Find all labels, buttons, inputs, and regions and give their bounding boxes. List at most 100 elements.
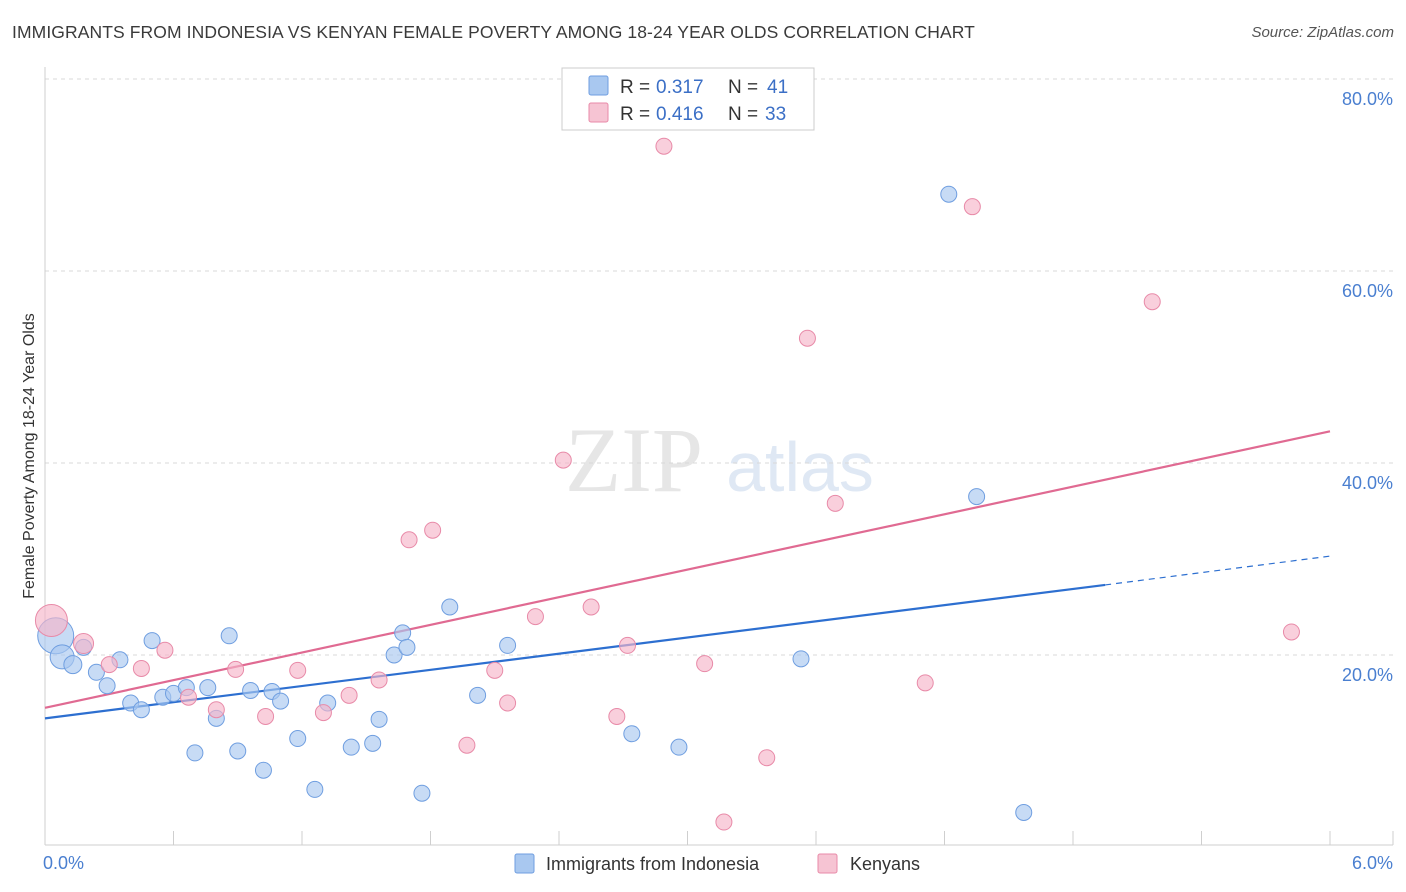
y-tick-label-60: 60.0% [1342, 281, 1393, 301]
legend-n-label-1: N = [728, 77, 758, 98]
kenyans-point-21 [608, 707, 626, 725]
indonesia-point-21 [272, 692, 290, 710]
trend-lines [44, 430, 1331, 720]
watermark: ZIP atlas [565, 409, 874, 511]
legend-swatch-pink [588, 102, 609, 123]
indonesia-point-29 [394, 624, 412, 642]
legend-r-label-2: R = [620, 104, 650, 125]
kenyans-point-26 [758, 749, 776, 767]
indonesia-point-26 [364, 734, 382, 752]
indonesia-point-2 [63, 655, 83, 675]
kenyans-point-17 [499, 694, 517, 712]
kenyans-point-1 [73, 632, 95, 654]
legend-r-label-1: R = [620, 77, 650, 98]
axes [44, 67, 1394, 846]
indonesia-point-31 [413, 784, 431, 802]
indonesia-point-18 [242, 682, 260, 700]
y-tick-labels: 20.0% 40.0% 60.0% 80.0% [1342, 89, 1393, 685]
indonesia-point-4 [87, 663, 105, 681]
bottom-legend-label-indonesia: Immigrants from Indonesia [546, 854, 760, 874]
gridlines [45, 78, 1393, 656]
kenyans-trend-line [44, 430, 1331, 709]
kenyans-point-13 [400, 531, 418, 549]
indonesia-point-28 [385, 646, 403, 664]
chart-title: IMMIGRANTS FROM INDONESIA VS KENYAN FEMA… [12, 22, 975, 42]
kenyans-point-7 [227, 660, 245, 678]
kenyans-point-10 [314, 704, 332, 722]
indonesia-trend-extension [1105, 555, 1331, 586]
indonesia-point-27 [370, 710, 388, 728]
legend-swatch-blue [588, 75, 609, 96]
indonesia-point-22 [289, 730, 307, 748]
watermark-atlas: atlas [726, 428, 874, 506]
kenyans-point-25 [715, 813, 733, 831]
kenyans-point-5 [179, 688, 197, 706]
kenyans-point-2 [100, 656, 118, 674]
x-tick-min: 0.0% [43, 853, 84, 873]
indonesia-point-35 [623, 725, 641, 743]
y-tick-label-20: 20.0% [1342, 665, 1393, 685]
watermark-zip: ZIP [565, 409, 703, 511]
source-credit: Source: ZipAtlas.com [1251, 24, 1394, 41]
kenyans-point-19 [554, 451, 572, 469]
indonesia-point-9 [143, 632, 161, 650]
y-axis-label: Female Poverty Among 18-24 Year Olds [21, 313, 38, 599]
kenyans-point-4 [156, 641, 174, 659]
indonesia-point-5 [98, 677, 116, 695]
legend-r-value-1: 0.317 [656, 77, 704, 98]
kenyans-point-8 [257, 707, 275, 725]
legend-r-value-2: 0.416 [656, 104, 704, 125]
kenyans-point-9 [289, 661, 307, 679]
indonesia-point-19 [254, 761, 272, 779]
bottom-legend-label-kenyans: Kenyans [850, 854, 920, 874]
indonesia-point-39 [968, 488, 986, 506]
kenyans-point-14 [424, 521, 442, 539]
kenyans-point-29 [916, 674, 934, 692]
indonesia-point-23 [306, 780, 324, 798]
kenyans-point-28 [826, 494, 844, 512]
indonesia-point-33 [469, 686, 487, 704]
kenyans-point-32 [1282, 623, 1300, 641]
indonesia-point-16 [220, 627, 238, 645]
indonesia-point-13 [186, 744, 204, 762]
kenyans-point-18 [526, 608, 544, 626]
bottom-legend-swatch-blue [514, 853, 535, 874]
indonesia-trend-line [44, 583, 1106, 720]
bottom-legend-swatch-pink [817, 853, 838, 874]
kenyans-point-27 [798, 329, 816, 347]
kenyans-point-12 [370, 671, 388, 689]
indonesia-point-37 [792, 650, 810, 668]
kenyans-point-20 [582, 598, 600, 616]
indonesia-point-8 [132, 701, 150, 719]
kenyans-point-22 [619, 636, 637, 654]
kenyans-point-30 [963, 198, 981, 216]
legend-n-value-1: 41 [767, 77, 788, 98]
kenyans-point-16 [486, 661, 504, 679]
kenyans-point-6 [207, 701, 225, 719]
indonesia-point-40 [1015, 803, 1033, 821]
y-tick-label-40: 40.0% [1342, 473, 1393, 493]
series-legend: Immigrants from Indonesia Kenyans [514, 853, 920, 874]
data-points [34, 137, 1300, 831]
legend-n-label-2: N = [728, 104, 758, 125]
kenyans-point-0 [34, 603, 68, 637]
indonesia-point-32 [441, 598, 459, 616]
y-tick-label-80: 80.0% [1342, 89, 1393, 109]
indonesia-point-34 [499, 636, 517, 654]
kenyans-point-15 [458, 736, 476, 754]
indonesia-point-38 [940, 185, 958, 203]
indonesia-point-25 [342, 738, 360, 756]
indonesia-point-30 [398, 638, 416, 656]
x-tick-max: 6.0% [1352, 853, 1393, 873]
indonesia-point-14 [199, 679, 217, 697]
indonesia-point-17 [229, 742, 247, 760]
legend-n-value-2: 33 [765, 104, 786, 125]
kenyans-point-24 [696, 655, 714, 673]
kenyans-point-3 [132, 659, 150, 677]
kenyans-point-23 [655, 137, 673, 155]
kenyans-point-31 [1143, 293, 1161, 311]
correlation-legend: R = 0.317 N = 41 R = 0.416 N = 33 [561, 67, 815, 131]
kenyans-point-11 [340, 686, 358, 704]
indonesia-point-36 [670, 738, 688, 756]
